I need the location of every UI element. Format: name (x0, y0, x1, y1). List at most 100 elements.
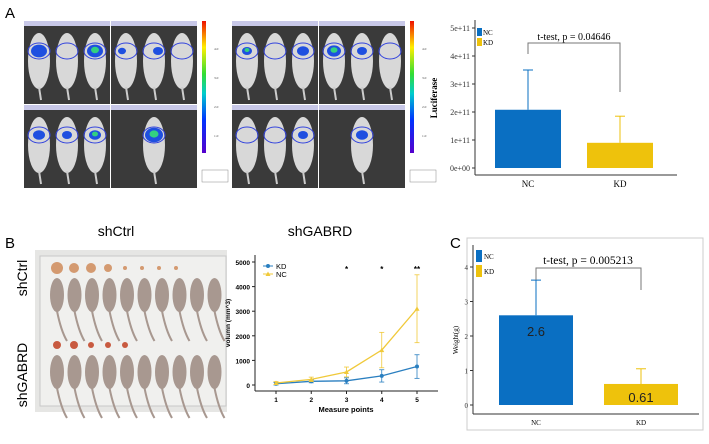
mouse (172, 278, 187, 312)
data-point-kd (415, 364, 419, 369)
x-tick-label: NC (522, 179, 535, 189)
imaging-header (111, 21, 197, 26)
panel-c-border (466, 237, 704, 431)
mouse-body (351, 33, 373, 89)
data-point-kd (379, 373, 384, 378)
significance-star: * (345, 265, 349, 274)
mouse-body (28, 117, 50, 173)
mouse-tail (73, 387, 86, 419)
x-tick-label: 1 (274, 397, 278, 404)
mouse (85, 355, 99, 389)
data-point-nc (308, 376, 314, 382)
signal-blob (357, 47, 367, 55)
y-tick-label: 2000 (236, 334, 251, 341)
mouse-body (264, 117, 286, 173)
mouse-tail (361, 86, 365, 101)
signal-core (330, 47, 338, 53)
mouse (155, 278, 169, 312)
panel-label-b: B (5, 235, 15, 252)
mouse-tail (66, 170, 70, 185)
tumor (51, 262, 63, 274)
y-tick-label: 3000 (236, 309, 251, 316)
tumor (88, 342, 94, 348)
colorbar-tick-label: 2.0 (422, 105, 427, 109)
tumor (140, 266, 144, 270)
mouse-tail (181, 86, 185, 101)
signal-blob (298, 131, 308, 139)
mouse-body (171, 33, 193, 89)
x-tick-label: 5 (415, 397, 419, 404)
roi-circle (350, 126, 374, 144)
roi-circle (322, 42, 346, 60)
colorbar (202, 21, 206, 153)
mouse-tail (143, 387, 156, 419)
y-axis-label: Luciferase (429, 78, 439, 119)
mouse-tail (333, 86, 337, 101)
x-tick-label: 4 (380, 397, 384, 404)
tumor (69, 263, 79, 273)
legend-marker (266, 264, 270, 268)
mouse-body (28, 33, 50, 89)
mouse-tail (126, 310, 138, 342)
mouse-body (115, 33, 137, 89)
imaging-header (232, 105, 318, 110)
y-tick-label: 1 (465, 368, 469, 376)
y-tick-label: 0 (465, 402, 469, 410)
x-tick-label: 2 (309, 397, 313, 404)
roi-circle (291, 126, 315, 144)
mouse-tail (302, 86, 306, 101)
x-axis-label: Measure points (318, 405, 373, 414)
data-label: 0.61 (628, 390, 653, 405)
colorbar-tick-label: 3.0 (214, 76, 219, 80)
mouse-body (351, 117, 373, 173)
mouse (85, 278, 99, 312)
mouse (190, 278, 204, 312)
mouse (120, 278, 134, 312)
roi-circle (291, 42, 315, 60)
mouse-tail (213, 387, 226, 419)
roi-circle (27, 126, 51, 144)
signal-blob (33, 130, 45, 140)
roi-circle (27, 42, 51, 60)
group-label-shctrl: shCtrl (98, 223, 135, 239)
roi-circle (55, 42, 79, 60)
mouse-body (323, 33, 345, 89)
tumor (105, 342, 111, 348)
mouse-body (84, 33, 106, 89)
y-axis-label: volumn (mm^3) (224, 299, 232, 347)
signal-blob (356, 130, 368, 140)
y-tick-label: 1000 (236, 358, 251, 365)
mouse-body (264, 33, 286, 89)
roi-circle (350, 42, 374, 60)
significance-star: * (380, 265, 384, 274)
x-tick-label: KD (614, 179, 627, 189)
legend-label: NC (483, 29, 493, 37)
mouse (67, 278, 82, 312)
mouse-tail (91, 387, 103, 419)
significance-annotation: t-test, p = 0.04646 (537, 32, 610, 43)
roi-circle (83, 42, 107, 60)
mouse-body (143, 117, 165, 173)
mouse-tail (213, 310, 226, 342)
mouse-tail (108, 310, 121, 342)
y-tick-label: 4e+11 (450, 52, 470, 61)
colorbar-tick-label: 2.0 (214, 105, 219, 109)
roi-circle (378, 42, 402, 60)
y-tick-label: 4000 (236, 285, 251, 292)
significance-bracket (535, 267, 642, 290)
mouse-tail (153, 170, 157, 185)
tumor (157, 266, 161, 270)
mouse-tail (66, 86, 70, 101)
tumor (53, 341, 61, 349)
legend-label: NC (276, 270, 287, 279)
signal-core (92, 131, 98, 137)
significance-star: ** (414, 265, 421, 274)
photo-label-shctrl: shCtrl (14, 260, 30, 297)
roi-circle (235, 126, 259, 144)
x-tick-label: NC (531, 419, 541, 427)
color-scale-box (201, 169, 229, 183)
mouse-tail (274, 86, 278, 101)
bioluminescence-image-shctrl: 4.0 3.0 2.0 1.0 (24, 21, 229, 188)
x-tick-label: KD (636, 419, 646, 427)
roi-circle (83, 126, 107, 144)
